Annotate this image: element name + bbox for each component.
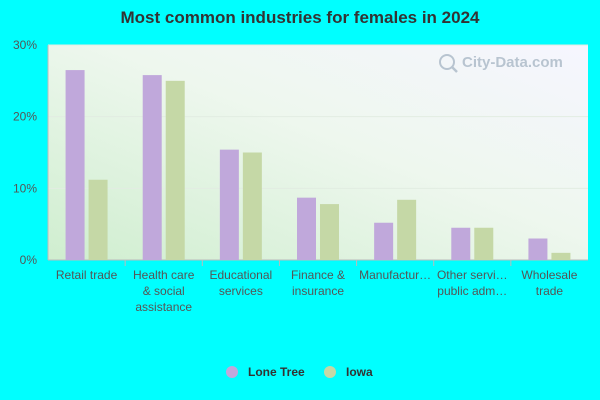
x-tick-label: Manufactur… bbox=[359, 268, 431, 282]
x-tick-label: Finance & bbox=[291, 268, 345, 282]
x-tick-label: Retail trade bbox=[56, 268, 118, 282]
bar-lone-tree[interactable] bbox=[297, 197, 316, 260]
bar-lone-tree[interactable] bbox=[219, 149, 239, 260]
bar-lone-tree[interactable] bbox=[65, 70, 85, 260]
x-tick-label: Educational bbox=[209, 268, 272, 282]
y-tick-label: 10% bbox=[13, 181, 37, 195]
watermark-text: City-Data.com bbox=[462, 54, 563, 71]
bar-lone-tree[interactable] bbox=[142, 75, 162, 260]
watermark: City-Data.com bbox=[439, 54, 563, 73]
legend-label: Iowa bbox=[346, 365, 373, 379]
plot-area bbox=[48, 45, 588, 260]
legend-label: Lone Tree bbox=[248, 365, 305, 379]
chart-title: Most common industries for females in 20… bbox=[120, 8, 480, 27]
bar-iowa[interactable] bbox=[242, 152, 262, 261]
y-tick-label: 30% bbox=[13, 38, 37, 52]
x-tick-label: & social bbox=[143, 284, 185, 298]
bar-iowa[interactable] bbox=[397, 199, 417, 260]
x-tick-label: Other servi… bbox=[437, 268, 508, 282]
y-tick-label: 0% bbox=[20, 253, 38, 267]
x-tick-label: Health care bbox=[133, 268, 195, 282]
bar-lone-tree[interactable] bbox=[451, 227, 471, 260]
legend-swatch bbox=[226, 366, 238, 378]
bar-iowa[interactable] bbox=[551, 252, 571, 260]
bar-iowa[interactable] bbox=[165, 80, 185, 260]
y-tick-label: 20% bbox=[13, 110, 37, 124]
bar-iowa[interactable] bbox=[320, 204, 339, 260]
bar-lone-tree[interactable] bbox=[374, 222, 394, 260]
search-icon bbox=[439, 54, 458, 73]
x-tick-label: services bbox=[219, 284, 263, 298]
x-tick-label: public adm… bbox=[437, 284, 507, 298]
legend-swatch bbox=[324, 366, 336, 378]
bar-lone-tree[interactable] bbox=[528, 238, 548, 261]
legend: Lone Tree Iowa bbox=[226, 365, 373, 379]
x-tick-label: assistance bbox=[135, 300, 192, 314]
x-tick-label: trade bbox=[536, 284, 564, 298]
bar-iowa[interactable] bbox=[474, 227, 494, 260]
bar-iowa[interactable] bbox=[88, 179, 108, 260]
x-tick-label: Wholesale bbox=[521, 268, 577, 282]
x-tick-label: insurance bbox=[292, 284, 344, 298]
